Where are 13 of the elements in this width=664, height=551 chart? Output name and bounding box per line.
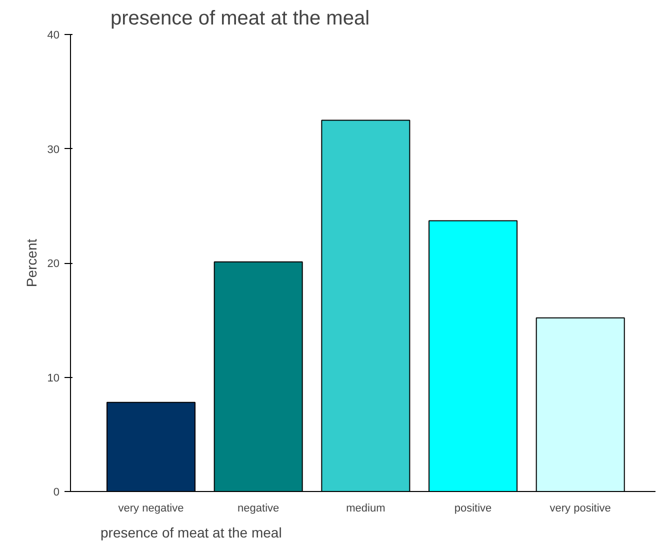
x-tick-label: medium [346, 502, 386, 514]
chart-title: presence of meat at the meal [110, 8, 370, 30]
x-tick-label: negative [238, 502, 280, 514]
x-tick-label: very negative [118, 502, 184, 514]
y-tick-label: 20 [47, 258, 60, 270]
x-axis-title: presence of meat at the meal [100, 524, 282, 540]
y-axis-title: Percent [23, 238, 40, 288]
y-tick-label: 40 [47, 30, 60, 42]
y-tick-label: 0 [53, 486, 60, 498]
x-tick-label: positive [454, 502, 492, 514]
x-tick-label: very positive [550, 502, 611, 514]
y-tick-label: 10 [47, 372, 60, 384]
y-tick-label: 30 [47, 144, 60, 156]
